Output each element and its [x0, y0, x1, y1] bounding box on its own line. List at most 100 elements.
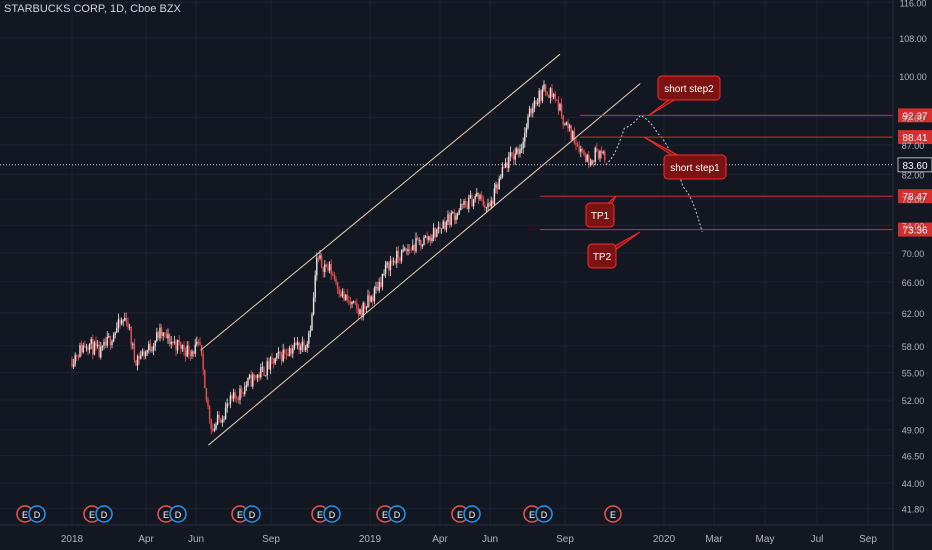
x-tick-label: 2020: [653, 534, 676, 545]
candle-body: [383, 273, 385, 275]
candle: [556, 99, 558, 101]
candle: [540, 89, 542, 105]
candle: [572, 129, 574, 141]
candle-body: [298, 342, 300, 351]
x-tick-label: Sep: [859, 534, 877, 545]
candle: [252, 372, 254, 390]
candle: [479, 193, 481, 201]
candle: [76, 353, 78, 362]
candle: [469, 190, 472, 199]
candle: [260, 363, 262, 380]
candle-body: [400, 250, 403, 261]
candle-body: [160, 327, 163, 337]
candle-body: [559, 103, 561, 111]
candle-body: [568, 125, 571, 129]
candle: [127, 317, 129, 330]
candle-body: [484, 205, 486, 208]
candle-body: [432, 228, 435, 239]
chart-title: STARBUCKS CORP, 1D, Cboe BZX: [4, 3, 181, 15]
candle-body: [464, 201, 467, 205]
candle-body: [551, 88, 553, 98]
candle: [344, 294, 347, 301]
candle: [92, 334, 94, 360]
candle-body: [322, 266, 324, 272]
candle-body: [88, 343, 91, 350]
annotations: short step2 short step1 TP1 TP2: [585, 75, 727, 269]
candle-body: [560, 103, 563, 116]
y-tick-label: 116.00: [900, 0, 927, 8]
candle: [528, 105, 531, 118]
dividend-marker: D: [95, 505, 113, 523]
current-price-label: 83.60: [902, 161, 927, 172]
candle: [228, 402, 230, 407]
candle-body: [522, 141, 524, 149]
candle-body: [442, 221, 444, 229]
candle: [426, 231, 428, 245]
candle-body: [303, 341, 305, 351]
candle-body: [124, 318, 126, 321]
candle: [311, 312, 313, 331]
candle-body: [584, 154, 587, 162]
candle: [320, 253, 323, 269]
candle: [536, 98, 539, 106]
candle: [269, 356, 272, 375]
candle: [143, 348, 145, 360]
y-tick-label: 78.00: [902, 195, 925, 205]
candle: [146, 349, 148, 356]
candle: [432, 223, 435, 242]
price-level-tag: [898, 108, 932, 123]
x-tick-label: Jun: [482, 534, 498, 545]
candle: [80, 340, 83, 356]
candle: [508, 151, 510, 173]
x-tick-label: 2019: [359, 534, 382, 545]
candle: [122, 318, 124, 327]
candle-body: [176, 340, 179, 351]
candle-body: [335, 279, 337, 283]
candle: [412, 239, 414, 251]
candle-body: [293, 342, 296, 349]
candle-body: [391, 260, 393, 262]
candle-body: [90, 338, 92, 344]
callout-tp2: TP2: [587, 231, 641, 269]
candle-body: [336, 282, 339, 290]
candle-body: [368, 295, 371, 302]
channel-line-upper: [200, 53, 561, 351]
candle-body: [308, 332, 310, 344]
x-tick-label: May: [756, 534, 775, 545]
x-tick-label: Sep: [262, 534, 280, 545]
candle: [439, 222, 441, 234]
candle: [77, 354, 80, 361]
candle: [546, 91, 548, 97]
candle: [468, 194, 470, 213]
candle: [181, 344, 184, 353]
candle: [474, 193, 476, 203]
candle-body: [487, 203, 489, 208]
candle-body: [594, 148, 596, 162]
candle-body: [586, 154, 588, 162]
candle: [503, 164, 505, 169]
candle-body: [556, 99, 558, 101]
earnings-label: E: [317, 510, 323, 520]
candle-body: [564, 124, 566, 126]
candle: [367, 289, 369, 308]
candle: [144, 350, 147, 360]
candle: [604, 149, 606, 164]
candle: [157, 330, 160, 341]
dividend-label: D: [469, 510, 476, 520]
candle-body: [396, 250, 398, 264]
candle-body: [157, 332, 160, 339]
candle-body: [543, 84, 545, 90]
candle-body: [356, 303, 358, 309]
candle: [184, 347, 187, 362]
candle-body: [272, 359, 275, 364]
candle: [268, 357, 270, 370]
candle-body: [180, 342, 182, 349]
candle: [168, 333, 171, 347]
candle-body: [96, 344, 99, 347]
candle-body: [570, 125, 572, 140]
candle: [183, 341, 185, 356]
candle-body: [480, 195, 483, 198]
candle-body: [301, 341, 304, 347]
candle: [397, 245, 400, 263]
